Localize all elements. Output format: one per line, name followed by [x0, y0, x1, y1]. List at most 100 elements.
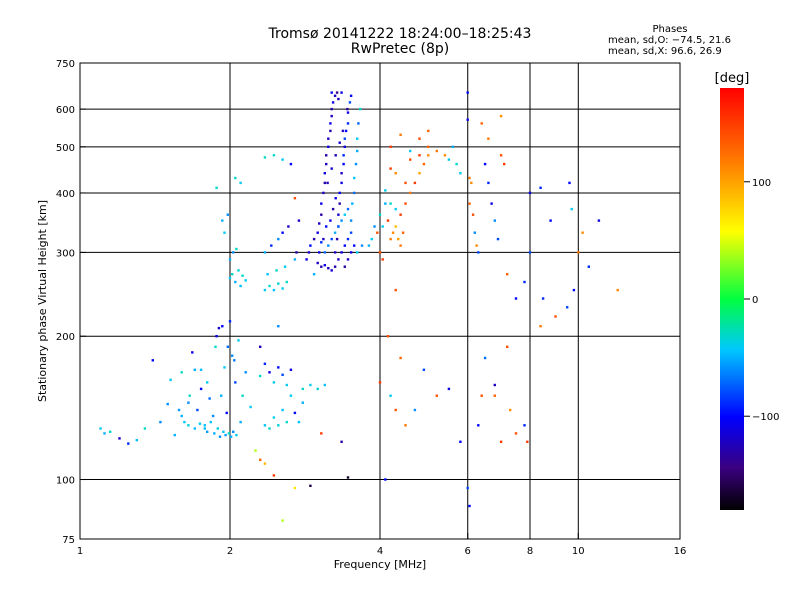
echo-point — [509, 408, 512, 412]
echo-point — [220, 394, 223, 397]
echo-point — [340, 172, 343, 175]
echo-point — [259, 374, 262, 378]
echo-point — [394, 225, 397, 228]
echo-point — [159, 420, 162, 424]
echo-point — [239, 284, 242, 288]
echo-point — [187, 401, 190, 404]
echo-point — [346, 111, 350, 114]
echo-point — [389, 237, 392, 241]
echo-point — [340, 440, 343, 443]
echo-point — [285, 280, 288, 284]
echo-point — [370, 237, 373, 241]
echo-point — [386, 219, 390, 222]
echo-point — [427, 129, 430, 133]
echo-point — [349, 231, 353, 234]
echo-point — [480, 122, 483, 125]
echo-point — [287, 225, 290, 228]
echo-point — [356, 251, 359, 254]
echo-point — [473, 231, 476, 234]
echo-point — [389, 394, 392, 397]
echo-point — [337, 213, 340, 216]
echo-point — [268, 371, 271, 374]
echo-point — [259, 458, 262, 461]
echo-point — [447, 387, 451, 391]
echo-point — [228, 258, 232, 261]
echo-point — [413, 408, 417, 412]
echo-point — [409, 158, 412, 161]
echo-point — [118, 437, 121, 440]
echo-point — [216, 427, 219, 430]
echo-point — [325, 154, 328, 157]
echo-point — [231, 273, 234, 276]
colorbar-tick-label: 0 — [752, 295, 758, 306]
echo-point — [323, 264, 326, 267]
echo-point — [283, 265, 287, 268]
echo-point — [223, 231, 226, 234]
echo-point — [342, 162, 345, 166]
echo-point — [399, 213, 402, 216]
echo-point — [229, 435, 233, 438]
echo-point — [330, 114, 333, 118]
echo-point — [554, 315, 557, 318]
echo-point — [404, 424, 407, 427]
phase-stats-o: mean, sd,O: −74.5, 21.6 — [608, 35, 731, 46]
echo-point — [471, 213, 475, 216]
echo-point — [277, 366, 280, 369]
echo-point — [344, 129, 348, 133]
echo-point — [466, 486, 469, 490]
echo-point — [468, 176, 471, 180]
echo-point — [277, 237, 280, 241]
echo-point — [305, 258, 308, 261]
echo-point — [323, 383, 326, 387]
echo-point — [475, 244, 478, 247]
echo-point — [320, 432, 323, 435]
echo-point — [329, 122, 332, 125]
echo-point — [143, 427, 147, 430]
echo-point — [346, 237, 350, 241]
echo-point — [263, 288, 267, 292]
echo-point — [337, 258, 340, 261]
echo-point — [399, 356, 402, 360]
echo-point — [404, 202, 407, 205]
echo-point — [506, 345, 509, 348]
echo-point — [427, 154, 430, 157]
echo-point — [480, 394, 483, 397]
echo-point — [409, 191, 412, 195]
echo-point — [346, 122, 350, 125]
echo-point — [281, 158, 284, 161]
echo-point — [381, 225, 384, 228]
echo-point — [539, 325, 542, 328]
echo-point — [214, 345, 217, 348]
echo-point — [539, 186, 542, 189]
echo-point — [356, 137, 359, 140]
echo-point — [337, 97, 340, 101]
echo-point — [301, 387, 304, 391]
echo-point — [289, 394, 293, 397]
echo-point — [320, 202, 323, 205]
echo-point — [270, 244, 273, 247]
echo-point — [367, 244, 371, 247]
echo-point — [353, 176, 356, 180]
echo-point — [394, 172, 397, 175]
echo-point — [237, 339, 240, 342]
echo-point — [360, 244, 364, 247]
echo-point — [435, 394, 438, 397]
echo-point — [353, 244, 356, 247]
y-tick-label: 75 — [62, 535, 75, 546]
echo-point — [470, 181, 473, 185]
x-tick-label: 8 — [527, 546, 533, 557]
echo-point — [340, 219, 343, 222]
echo-point — [99, 427, 102, 430]
echo-point — [272, 381, 276, 384]
echo-point — [221, 219, 224, 222]
echo-point — [301, 401, 304, 404]
echo-point — [241, 274, 244, 277]
echo-point — [526, 440, 529, 443]
echo-point — [293, 411, 297, 415]
echo-point — [381, 258, 384, 261]
x-tick-label: 10 — [572, 546, 585, 557]
echo-point — [293, 486, 297, 490]
echo-point — [327, 267, 330, 270]
echo-point — [225, 411, 228, 415]
echo-point — [549, 219, 552, 222]
